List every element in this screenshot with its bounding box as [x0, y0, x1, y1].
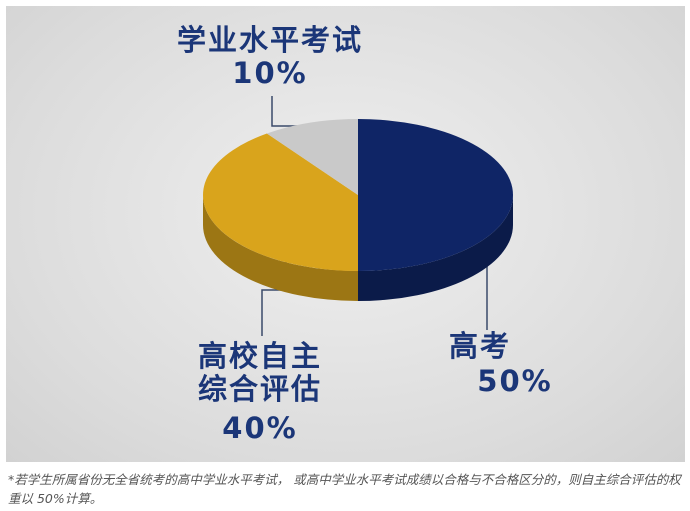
category-label: 学业水平考试 [176, 23, 363, 57]
slice [358, 119, 513, 271]
category-label: 高考 [448, 329, 511, 363]
slice [266, 119, 358, 195]
value-label: 40% [222, 411, 298, 445]
footnote: *若学生所属省份无全省统考的高中学业水平考试， 或高中学业水平考试成绩以合格与不… [8, 472, 681, 506]
slice-side [203, 195, 358, 301]
slice-sides [203, 195, 513, 301]
category-label: 高校自主综合评估 [197, 339, 322, 406]
slice [203, 133, 358, 271]
value-label: 10% [232, 56, 308, 90]
value-label: 50% [477, 364, 553, 398]
slice-side [358, 195, 513, 301]
